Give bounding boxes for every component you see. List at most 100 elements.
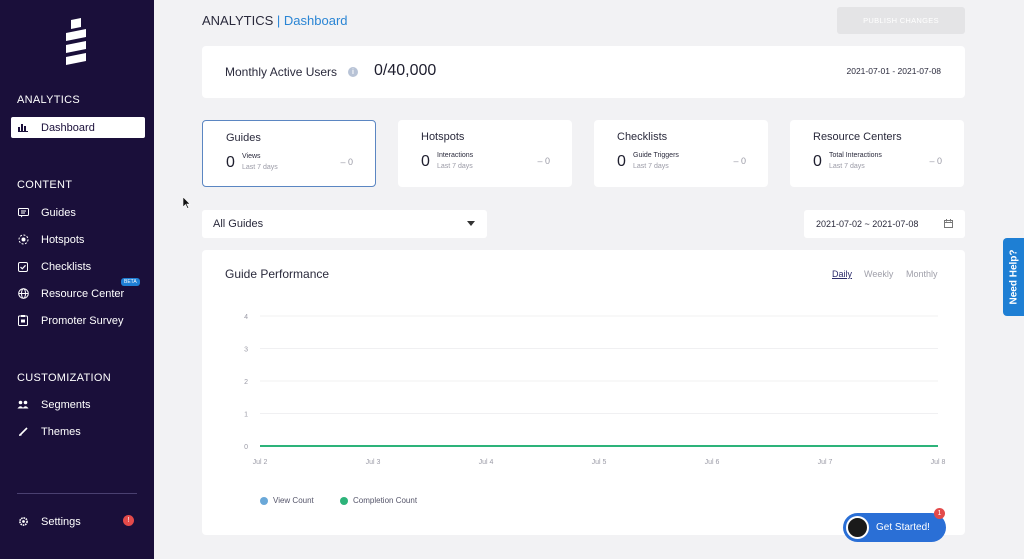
sidebar-item-resource-center[interactable]: Resource Center (11, 283, 145, 304)
bar-chart-icon (17, 122, 29, 134)
sidebar-item-segments[interactable]: Segments (11, 394, 145, 415)
stat-card-hotspots[interactable]: Hotspots 0 Interactions Last 7 days – 0 (398, 120, 572, 187)
info-icon[interactable]: i (348, 67, 358, 77)
need-help-label: Need Help? (1008, 249, 1019, 305)
legend-view-count[interactable]: View Count (260, 496, 314, 505)
sidebar-item-dashboard[interactable]: Dashboard (11, 117, 145, 138)
x-tick-label: Jul 7 (818, 459, 833, 466)
users-icon (17, 399, 29, 411)
x-tick-label: Jul 5 (592, 459, 607, 466)
stat-trend: – 0 (340, 157, 353, 167)
x-tick-label: Jul 6 (705, 459, 720, 466)
sidebar-item-label: Guides (41, 206, 76, 219)
sidebar-item-label: Dashboard (41, 121, 95, 134)
date-range-picker[interactable]: 2021-07-02 ~ 2021-07-08 (804, 210, 965, 238)
guide-filter-value: All Guides (213, 218, 264, 230)
y-tick-label: 1 (244, 412, 248, 419)
sidebar-item-hotspots[interactable]: Hotspots (11, 229, 145, 250)
sidebar-section-content: CONTENT (17, 179, 73, 191)
page-title: ANALYTICS | Dashboard (202, 13, 348, 28)
gear-icon (17, 516, 29, 528)
sidebar-item-guides[interactable]: Guides (11, 202, 145, 223)
guide-filter-select[interactable]: All Guides (202, 210, 487, 238)
breadcrumb-section: ANALYTICS (202, 13, 274, 28)
sidebar-section-analytics: ANALYTICS (17, 94, 81, 106)
brush-icon (17, 426, 29, 438)
y-tick-label: 4 (244, 314, 248, 321)
avatar (846, 516, 869, 539)
stat-trend: – 0 (733, 156, 746, 166)
logo-icon[interactable] (62, 18, 90, 66)
message-icon (17, 207, 29, 219)
get-started-button[interactable]: Get Started! (843, 513, 946, 542)
stat-trend: – 0 (929, 156, 942, 166)
stat-value: 0 (617, 153, 626, 170)
x-tick-label: Jul 8 (931, 459, 946, 466)
get-started-label: Get Started! (876, 522, 930, 533)
stat-card-guides[interactable]: Guides 0 Views Last 7 days – 0 (202, 120, 376, 187)
stat-period: Last 7 days (437, 163, 473, 170)
mau-value: 0/40,000 (374, 62, 437, 79)
sidebar: ANALYTICS Dashboard CONTENT Guides Hotsp… (0, 0, 154, 559)
period-daily-tab[interactable]: Daily (832, 269, 853, 279)
get-started-badge: 1 (934, 508, 945, 519)
stat-metric: Interactions (437, 152, 474, 159)
guide-performance-card: Guide Performance Daily Weekly Monthly 0… (202, 250, 965, 535)
legend-completion-count[interactable]: Completion Count (340, 496, 417, 505)
stat-value: 0 (813, 153, 822, 170)
sidebar-item-label: Themes (41, 425, 81, 438)
stat-card-resource-centers[interactable]: Resource Centers 0 Total Interactions La… (790, 120, 964, 187)
stat-period: Last 7 days (633, 163, 669, 170)
period-weekly-tab[interactable]: Weekly (864, 269, 894, 279)
mouse-cursor-icon (183, 197, 191, 209)
sidebar-item-label: Segments (41, 398, 91, 411)
sidebar-section-customization: CUSTOMIZATION (17, 372, 111, 384)
stat-title: Resource Centers (813, 131, 902, 143)
stat-title: Guides (226, 132, 261, 144)
stat-value: 0 (421, 153, 430, 170)
sidebar-item-label: Hotspots (41, 233, 85, 246)
survey-icon (17, 315, 29, 327)
globe-icon (17, 288, 29, 300)
x-tick-label: Jul 3 (366, 459, 381, 466)
legend-label: View Count (273, 496, 314, 505)
y-tick-label: 3 (244, 347, 248, 354)
need-help-tab[interactable]: Need Help? (1003, 238, 1024, 316)
legend-dot (260, 496, 268, 505)
mau-date-range: 2021-07-01 - 2021-07-08 (846, 66, 941, 76)
stat-title: Hotspots (421, 131, 465, 143)
stat-period: Last 7 days (242, 164, 278, 171)
sidebar-item-label: Promoter Survey (41, 314, 124, 327)
calendar-icon (944, 219, 953, 228)
checkbox-icon (17, 261, 29, 273)
x-tick-label: Jul 2 (253, 459, 268, 466)
sidebar-item-label: Resource Center (41, 287, 125, 300)
y-tick-label: 2 (244, 379, 248, 386)
chevron-down-icon (467, 221, 475, 226)
hotspot-icon (17, 234, 29, 246)
breadcrumb-page: Dashboard (283, 13, 348, 28)
publish-changes-button[interactable]: PUBLISH CHANGES (837, 7, 965, 34)
sidebar-item-promoter-survey[interactable]: Promoter Survey (11, 310, 145, 331)
legend-label: Completion Count (353, 496, 418, 505)
y-tick-label: 0 (244, 444, 248, 451)
sidebar-item-label: Checklists (41, 260, 92, 273)
sidebar-item-settings[interactable]: Settings (11, 511, 145, 532)
period-monthly-tab[interactable]: Monthly (906, 269, 938, 279)
stat-metric: Views (242, 153, 261, 160)
chart-title: Guide Performance (225, 267, 330, 281)
sidebar-item-label: Settings (41, 515, 81, 528)
stat-card-checklists[interactable]: Checklists 0 Guide Triggers Last 7 days … (594, 120, 768, 187)
x-tick-label: Jul 4 (479, 459, 494, 466)
stat-metric: Total Interactions (829, 152, 882, 159)
stat-value: 0 (226, 154, 235, 171)
sidebar-item-checklists[interactable]: Checklists (11, 256, 145, 277)
stat-title: Checklists (617, 131, 668, 143)
line-chart: 0 1 2 3 4 Jul 2 Jul 3 Jul 4 Jul 5 Jul 6 Jul 7 Jul 8 (244, 314, 946, 466)
stat-period: Last 7 days (829, 163, 865, 170)
sidebar-item-themes[interactable]: Themes (11, 421, 145, 442)
legend-dot (340, 496, 348, 505)
settings-alert-badge: ! (123, 515, 134, 526)
mau-label: Monthly Active Users (225, 65, 338, 79)
date-range-value: 2021-07-02 ~ 2021-07-08 (816, 219, 919, 229)
